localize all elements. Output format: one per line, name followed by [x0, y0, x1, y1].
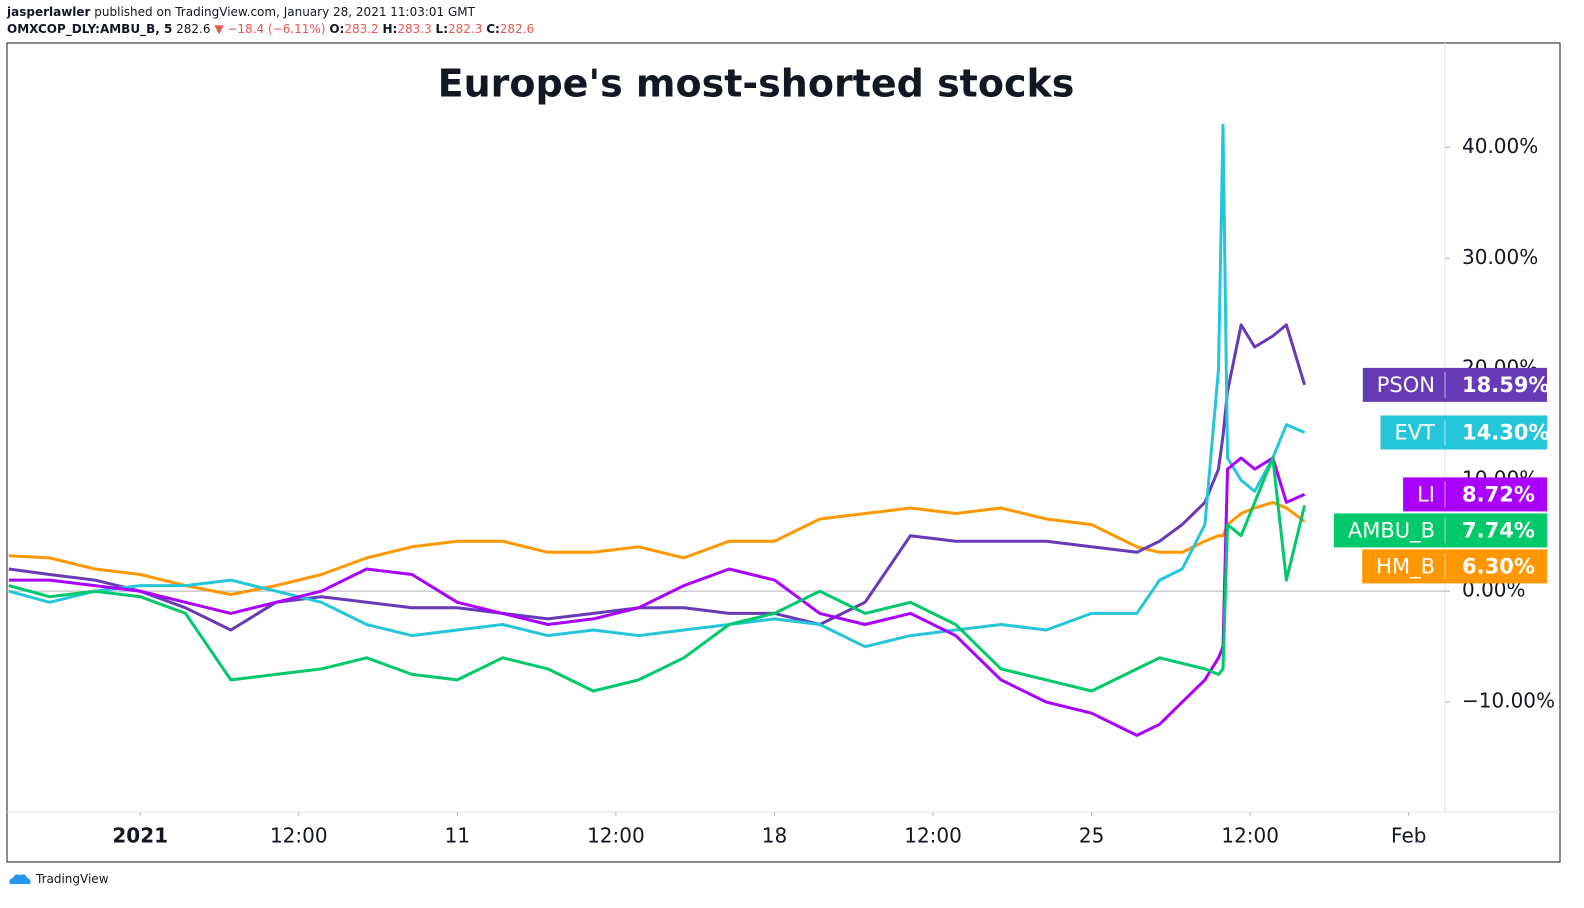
series-line — [8, 456, 1306, 737]
last-value-badge: AMBU_B 7.74% — [1333, 513, 1547, 548]
badge-bg — [1403, 477, 1547, 512]
change: ▼ −18.4 (−6.11%) — [214, 22, 326, 36]
series-name: PSON — [1377, 373, 1435, 397]
plot: −10.00%0.00%10.00%20.00%30.00%40.00%2021… — [7, 123, 1555, 848]
last-value-label: 8.72% — [1462, 482, 1535, 506]
last-value-badge: PSON 18.59% — [1362, 367, 1549, 402]
series-name: HM_B — [1376, 554, 1435, 579]
chart: Europe's most-shorted stocks −10.00%0.00… — [6, 42, 1561, 863]
y-tick-label: −10.00% — [1462, 689, 1555, 713]
x-tick-label: 12:00 — [587, 824, 645, 848]
ohlc-label: H: — [382, 22, 398, 36]
ohlc-value: 283.2 — [344, 22, 379, 36]
ohlc-value: 283.3 — [397, 22, 432, 36]
ohlc-label: L: — [435, 22, 448, 36]
series-name: LI — [1417, 482, 1435, 506]
last-value-badge: LI 8.72% — [1403, 477, 1547, 512]
logo — [9, 874, 31, 884]
badge-bg — [1380, 415, 1547, 450]
publish-line: jasperlawler published on TradingView.co… — [7, 4, 534, 21]
last: 282.6 — [176, 22, 211, 36]
x-tick-label: 18 — [762, 824, 787, 848]
badge-bg — [1362, 367, 1547, 402]
header: jasperlawler published on TradingView.co… — [7, 4, 534, 38]
series-line — [8, 123, 1306, 649]
symbol: OMXCOP_DLY:AMBU_B, 5 — [7, 22, 173, 36]
last-value-label: 18.59% — [1462, 373, 1549, 397]
last-value-label: 7.74% — [1462, 518, 1535, 542]
x-tick-label: 2021 — [112, 824, 168, 848]
x-tick-label: 25 — [1079, 824, 1104, 848]
y-tick-label: 30.00% — [1462, 245, 1538, 269]
x-tick-label: 12:00 — [270, 824, 328, 848]
brand: TradingView — [36, 872, 109, 886]
footer: TradingView — [8, 872, 109, 886]
ohlc-value: 282.3 — [448, 22, 483, 36]
frame — [6, 42, 1561, 863]
y-tick-label: 40.00% — [1462, 134, 1538, 158]
series-line — [8, 456, 1307, 693]
chart-title: Europe's most-shorted stocks — [438, 62, 1075, 106]
symbol-line: OMXCOP_DLY:AMBU_B, 5 282.6 ▼ −18.4 (−6.1… — [7, 21, 534, 38]
series-name: EVT — [1395, 420, 1436, 444]
x-tick-label: 12:00 — [904, 824, 962, 848]
last-value-badge: EVT 14.30% — [1380, 415, 1549, 450]
ohlc-label: C: — [486, 22, 500, 36]
ohlc-label: O: — [329, 22, 345, 36]
x-tick-label: 12:00 — [1221, 824, 1279, 848]
published: published on TradingView.com, January 28… — [94, 5, 475, 19]
series-line — [8, 500, 1306, 596]
last-value-label: 6.30% — [1462, 554, 1535, 578]
badge-bg — [1362, 549, 1547, 584]
badge-bg — [1333, 513, 1547, 548]
last-value-label: 14.30% — [1462, 420, 1549, 444]
ohlc-value: 282.6 — [499, 22, 535, 36]
x-tick-label: 11 — [445, 824, 470, 848]
author: jasperlawler — [7, 5, 91, 19]
series-name: AMBU_B — [1348, 518, 1435, 543]
last-value-badge: HM_B 6.30% — [1362, 549, 1547, 584]
x-tick-label: Feb — [1391, 824, 1426, 848]
